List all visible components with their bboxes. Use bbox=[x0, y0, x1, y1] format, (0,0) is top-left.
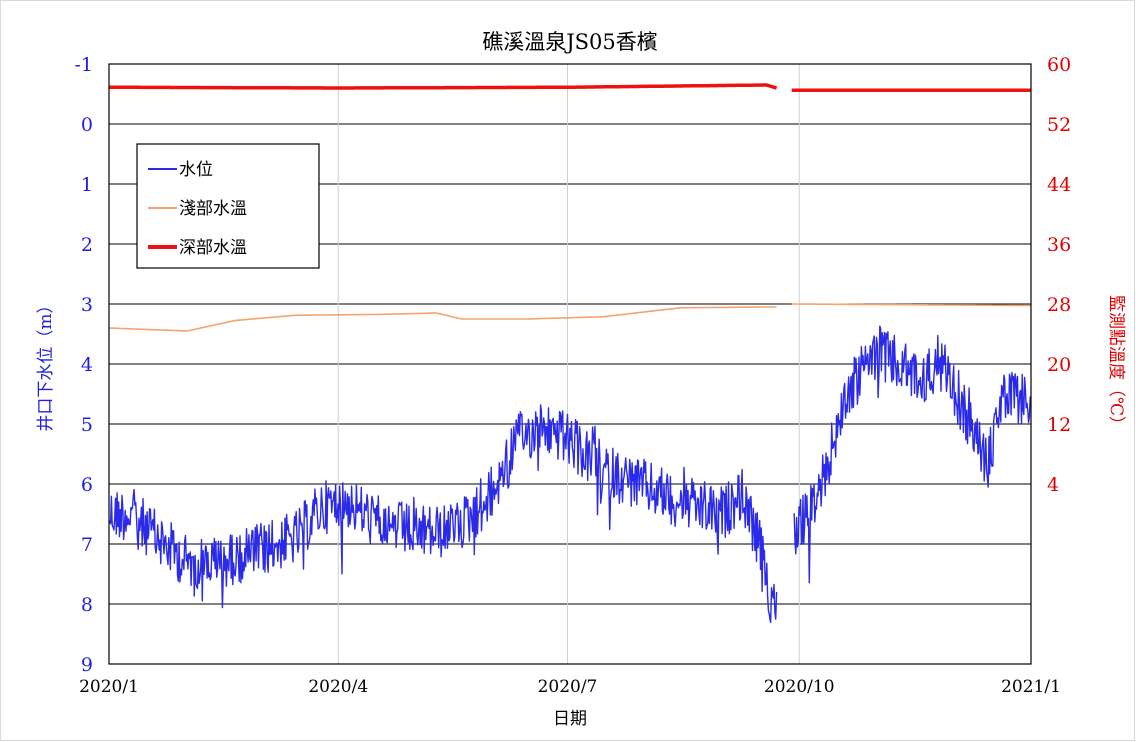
y-right-axis-label: 監測點溫度（℃） bbox=[1106, 295, 1126, 433]
y-right-tick-label: 4 bbox=[1047, 474, 1059, 496]
y-left-tick-label: 3 bbox=[81, 294, 93, 316]
x-ticks: 2020/1 2020/4 2020/7 2020/10 2021/1 bbox=[79, 677, 1061, 697]
series-water-level bbox=[793, 325, 1031, 584]
plot-border bbox=[108, 63, 1032, 665]
series-layer bbox=[108, 83, 1032, 624]
y-left-tick-label: 0 bbox=[81, 114, 93, 136]
legend-label-shallow-temp: 淺部水溫 bbox=[179, 199, 247, 219]
y-left-tick-label: 9 bbox=[81, 654, 93, 676]
y-left-axis-label: 井口下水位（m） bbox=[36, 296, 56, 431]
legend-label-deep-temp: 深部水溫 bbox=[179, 238, 247, 258]
legend: 水位 淺部水溫 深部水溫 bbox=[136, 143, 320, 269]
y-left-tick-label: 5 bbox=[81, 414, 93, 436]
y-right-ticks: 60 52 44 36 28 20 12 4 bbox=[1047, 54, 1071, 496]
x-tick-label: 2021/1 bbox=[1001, 677, 1061, 697]
y-left-tick-label: 8 bbox=[81, 594, 93, 616]
y-right-tick-label: 20 bbox=[1047, 354, 1071, 376]
y-right-tick-label: 28 bbox=[1047, 294, 1071, 316]
series-shallow-temp bbox=[791, 303, 1031, 307]
chart-title: 礁溪溫泉JS05香檳 bbox=[482, 30, 658, 54]
y-right-tick-label: 36 bbox=[1047, 234, 1071, 256]
x-tick-label: 2020/10 bbox=[764, 677, 835, 697]
y-left-tick-label: -1 bbox=[74, 54, 93, 76]
x-axis-label: 日期 bbox=[553, 709, 587, 729]
series-water-level bbox=[108, 404, 778, 624]
x-tick-label: 2020/7 bbox=[538, 677, 598, 697]
series-deep-temp bbox=[108, 83, 778, 90]
y-left-tick-label: 6 bbox=[81, 474, 93, 496]
legend-label-water-level: 水位 bbox=[179, 160, 213, 180]
x-tick-label: 2020/4 bbox=[308, 677, 368, 697]
y-left-tick-label: 1 bbox=[81, 174, 93, 196]
series-shallow-temp bbox=[109, 306, 777, 332]
x-tick-label: 2020/1 bbox=[79, 677, 139, 697]
y-left-tick-label: 4 bbox=[81, 354, 93, 376]
y-left-tick-label: 7 bbox=[81, 534, 93, 556]
y-right-tick-label: 12 bbox=[1047, 414, 1071, 436]
y-right-tick-label: 60 bbox=[1047, 54, 1071, 76]
y-right-tick-label: 44 bbox=[1047, 174, 1071, 196]
legend-box bbox=[136, 143, 320, 269]
y-right-tick-label: 52 bbox=[1047, 114, 1071, 136]
y-left-ticks: -1 0 1 2 3 4 5 6 7 8 9 bbox=[74, 54, 93, 676]
y-left-tick-label: 2 bbox=[81, 234, 93, 256]
